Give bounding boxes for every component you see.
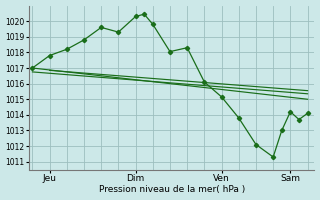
X-axis label: Pression niveau de la mer( hPa ): Pression niveau de la mer( hPa ) xyxy=(99,185,245,194)
